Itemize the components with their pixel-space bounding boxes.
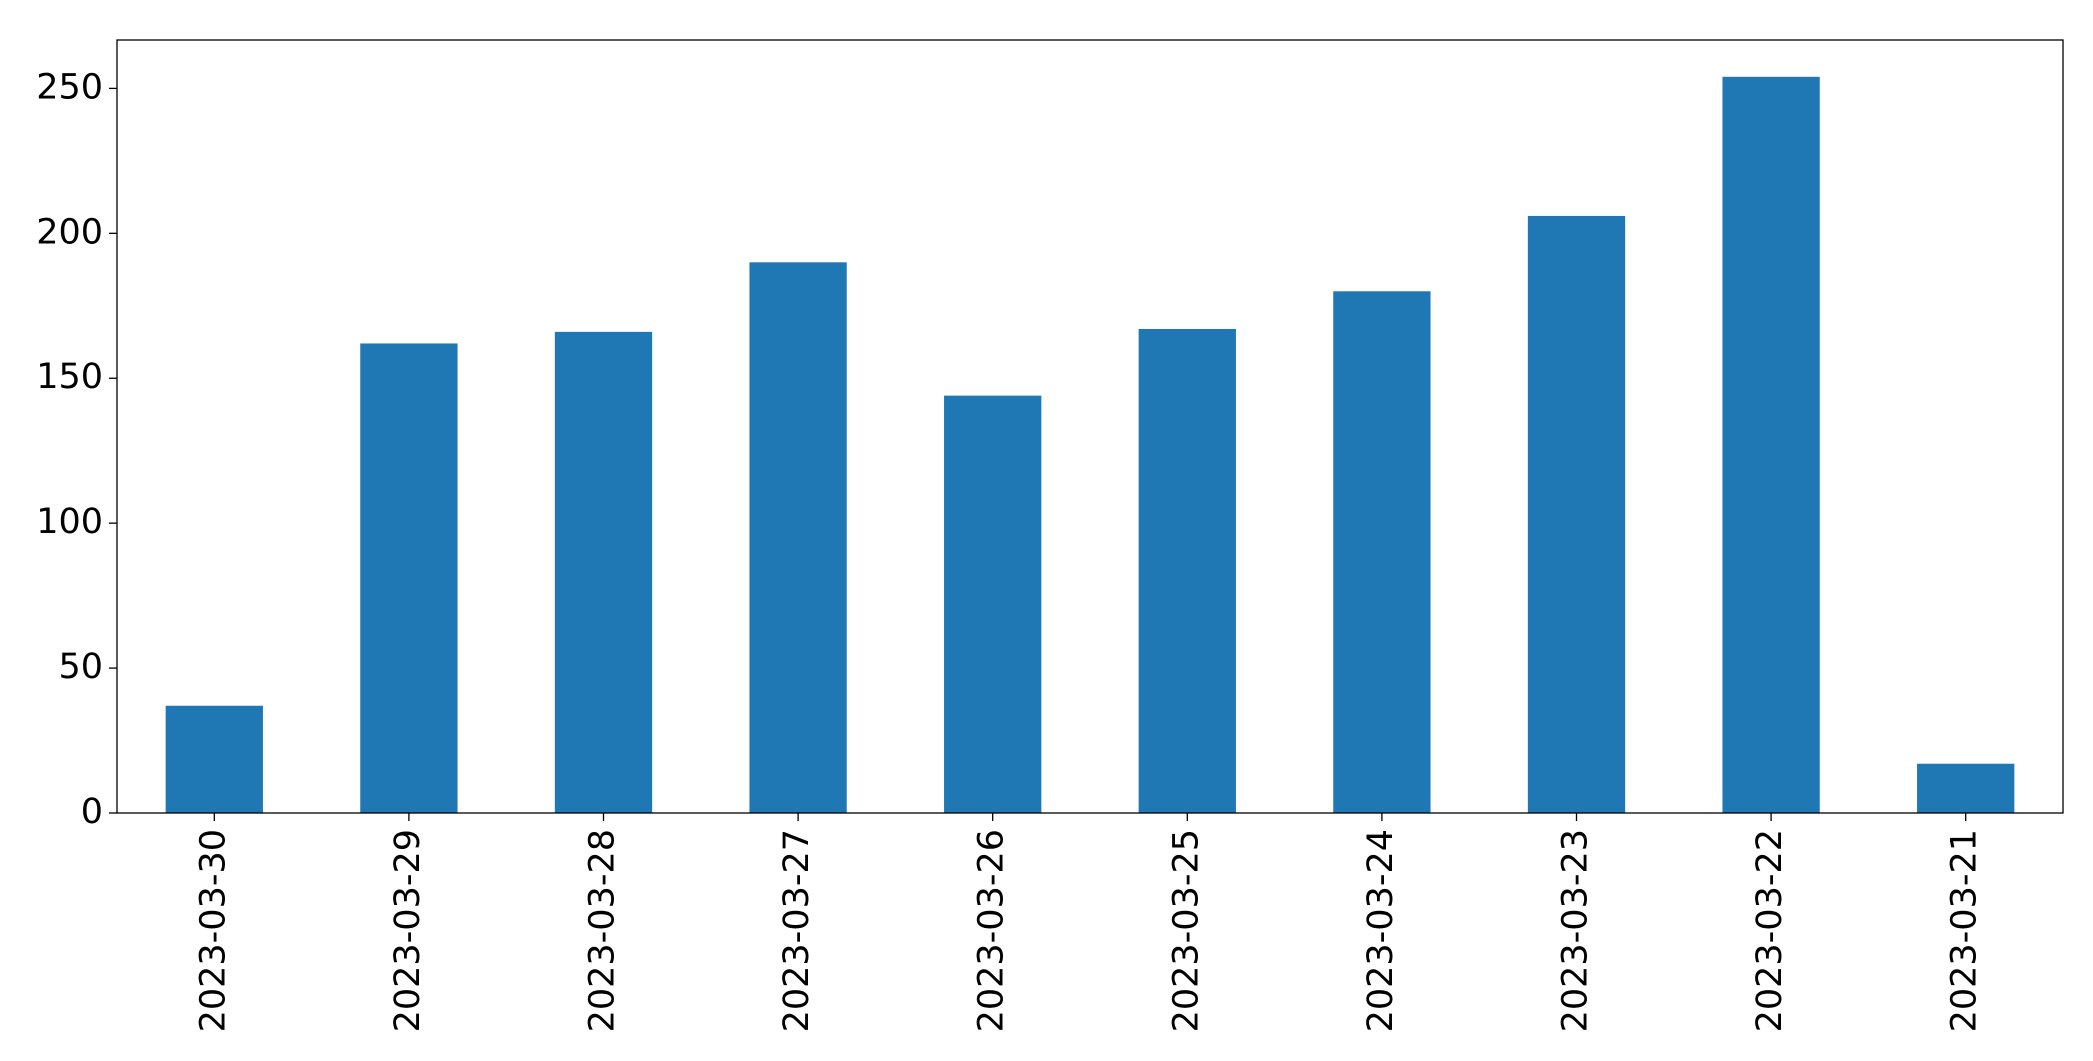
x-tick-label: 2023-03-28 bbox=[583, 829, 623, 1032]
x-tick-label: 2023-03-23 bbox=[1556, 829, 1596, 1032]
bar bbox=[749, 262, 847, 813]
y-tick-label: 50 bbox=[58, 647, 103, 687]
bar bbox=[944, 395, 1042, 813]
x-tick-label: 2023-03-24 bbox=[1361, 829, 1401, 1032]
x-tick-label: 2023-03-29 bbox=[388, 829, 428, 1032]
bar bbox=[1138, 328, 1236, 813]
y-tick-label: 150 bbox=[36, 357, 103, 397]
x-tick-label: 2023-03-25 bbox=[1166, 829, 1206, 1032]
plot-frame bbox=[116, 39, 2064, 814]
x-tick-label: 2023-03-27 bbox=[777, 829, 817, 1032]
bar bbox=[360, 343, 458, 813]
x-tick-label: 2023-03-30 bbox=[193, 829, 233, 1032]
y-tick-label: 200 bbox=[36, 212, 103, 252]
bar bbox=[1333, 291, 1431, 813]
y-tick-label: 100 bbox=[36, 502, 103, 542]
bar bbox=[1722, 76, 1820, 814]
bar bbox=[165, 705, 263, 813]
x-tick-label: 2023-03-21 bbox=[1945, 829, 1985, 1032]
bar bbox=[1527, 215, 1626, 813]
bar bbox=[1917, 763, 2015, 813]
y-tick-label: 0 bbox=[81, 792, 103, 832]
bar bbox=[554, 331, 653, 813]
x-tick-label: 2023-03-22 bbox=[1750, 829, 1790, 1032]
x-tick-label: 2023-03-26 bbox=[972, 829, 1012, 1032]
y-tick-label: 250 bbox=[36, 67, 103, 107]
